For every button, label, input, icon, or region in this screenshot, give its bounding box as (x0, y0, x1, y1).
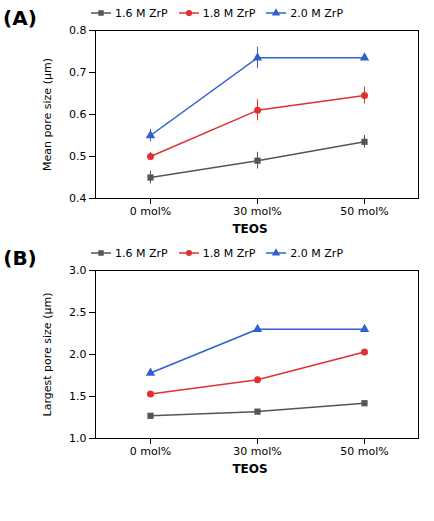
svg-text:2.0: 2.0 (69, 348, 87, 361)
html-text:(A): (A) (3, 6, 37, 30)
html-text:(B): (B) (3, 246, 37, 270)
svg-text:0.6: 0.6 (69, 108, 87, 121)
svg-text:Mean pore size (μm): Mean pore size (μm) (41, 58, 54, 171)
html-text:TEOS: TEOS (232, 222, 268, 236)
svg-text:2.5: 2.5 (69, 306, 87, 319)
svg-text:0.8: 0.8 (69, 24, 87, 37)
svg-text:0.4: 0.4 (69, 192, 87, 205)
html-text:1.8 M ZrP: 1.8 M ZrP (202, 6, 256, 20)
html-text:1.6 M ZrP: 1.6 M ZrP (115, 6, 168, 20)
svg-text:1.5: 1.5 (69, 390, 87, 403)
svg-text:0.7: 0.7 (69, 66, 87, 79)
html-text:1.6 M ZrP: 1.6 M ZrP (115, 246, 168, 260)
svg-text:3.0: 3.0 (69, 264, 87, 277)
svg-text:50 mol%: 50 mol% (340, 445, 388, 458)
svg-text:30 mol%: 30 mol% (233, 445, 281, 458)
svg-text:0 mol%: 0 mol% (130, 445, 171, 458)
html-text:2.0 M ZrP: 2.0 M ZrP (290, 6, 343, 20)
svg-text:30 mol%: 30 mol% (233, 205, 281, 218)
svg-text:0 mol%: 0 mol% (130, 205, 171, 218)
svg-text:0.5: 0.5 (69, 150, 87, 163)
svg-text:Largest pore size (μm): Largest pore size (μm) (41, 293, 54, 417)
svg-text:1.0: 1.0 (69, 432, 87, 445)
svg-text:50 mol%: 50 mol% (340, 205, 388, 218)
html-text:1.8 M ZrP: 1.8 M ZrP (202, 246, 256, 260)
html-text:2.0 M ZrP: 2.0 M ZrP (290, 246, 343, 260)
html-text:TEOS: TEOS (232, 462, 268, 476)
